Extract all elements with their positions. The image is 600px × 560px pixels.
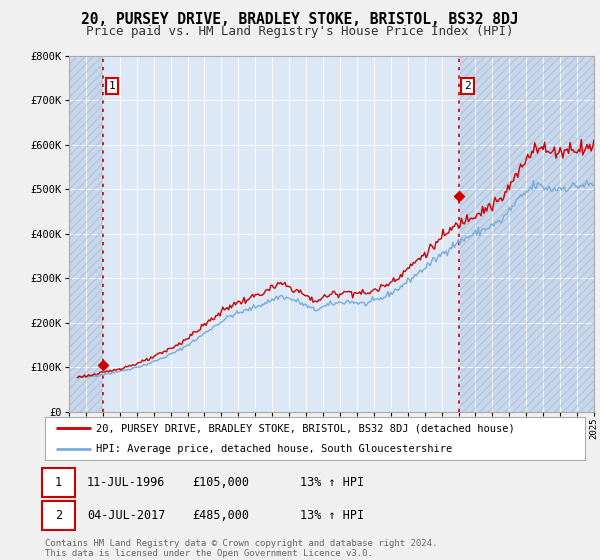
Text: £485,000: £485,000 — [192, 509, 249, 522]
Bar — [69, 56, 103, 412]
Text: 13% ↑ HPI: 13% ↑ HPI — [300, 509, 364, 522]
Bar — [459, 56, 594, 412]
Text: 20, PURSEY DRIVE, BRADLEY STOKE, BRISTOL, BS32 8DJ (detached house): 20, PURSEY DRIVE, BRADLEY STOKE, BRISTOL… — [96, 423, 515, 433]
Text: 2: 2 — [464, 81, 471, 91]
Bar — [459, 56, 594, 412]
Text: 04-JUL-2017: 04-JUL-2017 — [87, 509, 166, 522]
Text: 11-JUL-1996: 11-JUL-1996 — [87, 475, 166, 489]
Text: 1: 1 — [55, 475, 62, 489]
Bar — [69, 56, 103, 412]
Text: HPI: Average price, detached house, South Gloucestershire: HPI: Average price, detached house, Sout… — [96, 444, 452, 454]
Text: 1: 1 — [109, 81, 115, 91]
Text: 2: 2 — [55, 509, 62, 522]
Text: Price paid vs. HM Land Registry's House Price Index (HPI): Price paid vs. HM Land Registry's House … — [86, 25, 514, 38]
Text: 20, PURSEY DRIVE, BRADLEY STOKE, BRISTOL, BS32 8DJ: 20, PURSEY DRIVE, BRADLEY STOKE, BRISTOL… — [81, 12, 519, 27]
Text: £105,000: £105,000 — [192, 475, 249, 489]
Text: Contains HM Land Registry data © Crown copyright and database right 2024.
This d: Contains HM Land Registry data © Crown c… — [45, 539, 437, 558]
Text: 13% ↑ HPI: 13% ↑ HPI — [300, 475, 364, 489]
